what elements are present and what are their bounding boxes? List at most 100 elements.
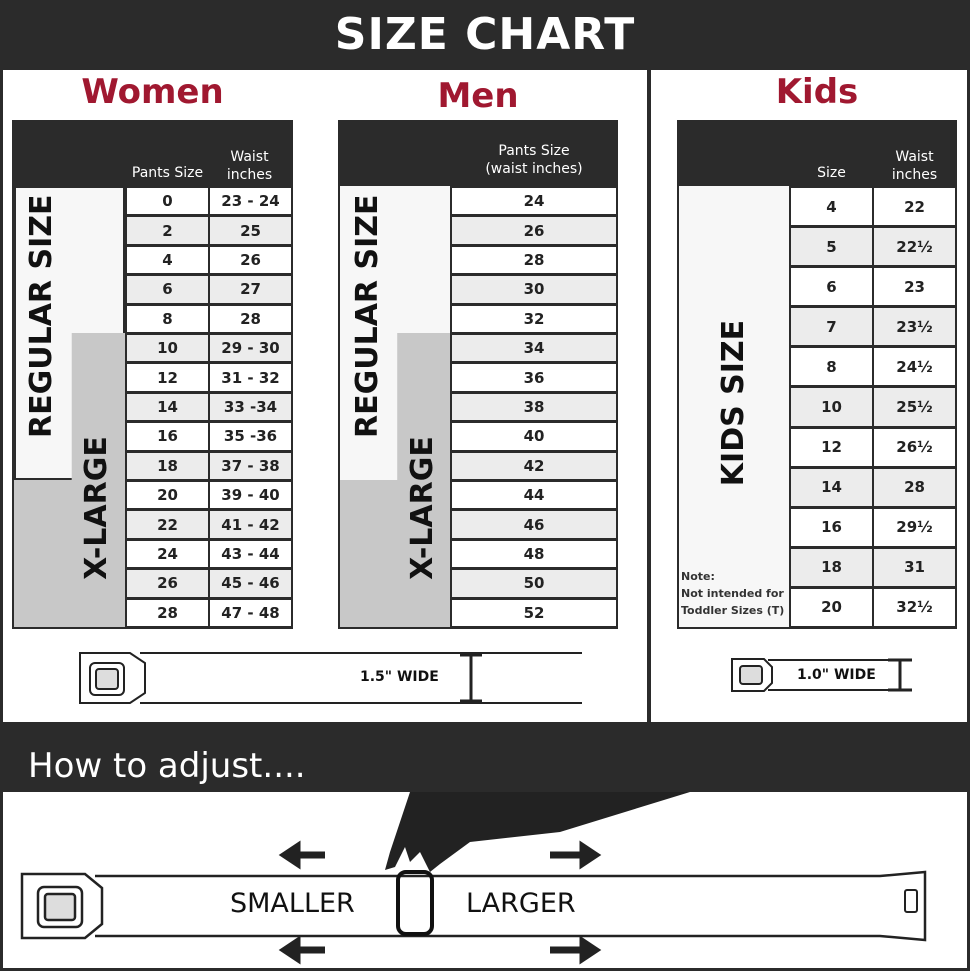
regular-size-label: REGULAR SIZE — [24, 194, 59, 438]
col-waist: Waist inches — [226, 149, 273, 183]
kids-region — [679, 186, 789, 627]
kids-size-cell: 8 — [791, 348, 872, 386]
divider — [647, 70, 651, 722]
kids-size-cell: 7 — [791, 308, 872, 346]
kids-waist-cell: 22½ — [874, 228, 955, 266]
smaller-label: SMALLER — [230, 888, 355, 919]
kids-table: Size Waist inches KIDS SIZE Note: Not in… — [677, 120, 957, 629]
men-size-cell: 28 — [452, 246, 616, 274]
col-pants-size: Pants Size — [131, 165, 204, 181]
women-waist-cell: 37 - 38 — [210, 452, 291, 479]
women-size-cell: 6 — [127, 276, 208, 303]
women-size-cell: 28 — [127, 599, 208, 626]
col-pants-size: Pants Size (waist inches) — [485, 143, 583, 177]
men-size-cell: 24 — [452, 188, 616, 215]
women-men-belt-width: 1.5" WIDE — [360, 669, 439, 685]
kids-size-cell: 20 — [791, 588, 872, 626]
women-waist-cell: 31 - 32 — [210, 364, 291, 391]
kids-size-cell: 12 — [791, 428, 872, 466]
women-table-header: Pants Size Waist inches — [12, 120, 293, 186]
adjust-frame — [0, 792, 970, 971]
men-size-cell: 46 — [452, 511, 616, 538]
kids-waist-cell: 28 — [874, 468, 955, 506]
men-size-cell: 36 — [452, 364, 616, 391]
women-waist-cell: 23 - 24 — [210, 188, 291, 215]
women-waist-cell: 45 - 46 — [210, 570, 291, 597]
kids-waist-cell: 25½ — [874, 388, 955, 426]
women-size-cell: 22 — [127, 511, 208, 538]
women-size-cell: 24 — [127, 540, 208, 568]
kids-waist-cell: 23 — [874, 268, 955, 306]
women-waist-cell: 39 - 40 — [210, 482, 291, 509]
how-to-adjust-heading: How to adjust.... — [0, 722, 970, 792]
women-size-cell: 0 — [127, 188, 208, 215]
belt-1-5-illustration — [79, 652, 582, 704]
men-size-cell: 30 — [452, 276, 616, 303]
women-waist-cell: 26 — [210, 246, 291, 274]
belt-1-0-illustration — [731, 658, 912, 692]
kids-waist-cell: 23½ — [874, 308, 955, 346]
larger-label: LARGER — [466, 888, 576, 919]
women-waist-cell: 25 — [210, 217, 291, 244]
women-heading: Women — [81, 72, 224, 112]
adjust-illustration — [20, 792, 927, 965]
women-size-cell: 16 — [127, 423, 208, 450]
kids-size-cell: 18 — [791, 548, 872, 586]
kids-size-cell: 5 — [791, 228, 872, 266]
col-size: Size — [817, 165, 846, 181]
kids-waist-cell: 31 — [874, 548, 955, 586]
x-large-label: X-LARGE — [405, 436, 440, 580]
kids-size-cell: 14 — [791, 468, 872, 506]
women-waist-cell: 47 - 48 — [210, 599, 291, 626]
kids-belt-width: 1.0" WIDE — [797, 667, 876, 683]
women-size-cell: 14 — [127, 393, 208, 421]
men-size-cell: 42 — [452, 452, 616, 479]
x-large-label: X-LARGE — [79, 436, 114, 580]
women-size-cell: 26 — [127, 570, 208, 597]
kids-size-label: KIDS SIZE — [716, 319, 751, 487]
women-waist-cell: 41 - 42 — [210, 511, 291, 538]
women-waist-cell: 28 — [210, 305, 291, 332]
kids-waist-cell: 32½ — [874, 588, 955, 626]
women-size-cell: 2 — [127, 217, 208, 244]
men-size-cell: 50 — [452, 570, 616, 597]
kids-size-cell: 10 — [791, 388, 872, 426]
kids-table-header: Size Waist inches — [677, 120, 957, 186]
women-size-cell: 20 — [127, 482, 208, 509]
men-size-cell: 48 — [452, 540, 616, 568]
kids-size-cell: 6 — [791, 268, 872, 306]
women-waist-cell: 33 -34 — [210, 393, 291, 421]
women-table: Pants Size Waist inches REGULAR SIZE X-L… — [12, 120, 293, 629]
kids-size-cell: 4 — [791, 188, 872, 226]
men-size-cell: 38 — [452, 393, 616, 421]
kids-heading: Kids — [775, 72, 859, 112]
women-size-cell: 12 — [127, 364, 208, 391]
women-size-cell: 4 — [127, 246, 208, 274]
men-size-cell: 34 — [452, 335, 616, 362]
kids-waist-cell: 29½ — [874, 508, 955, 546]
men-size-cell: 52 — [452, 599, 616, 626]
women-size-cell: 18 — [127, 452, 208, 479]
women-size-cell: 8 — [127, 305, 208, 332]
chart-frame — [0, 70, 970, 722]
toddler-note: Note: Not intended for Toddler Sizes (T) — [681, 570, 785, 617]
men-table: Pants Size (waist inches) REGULAR SIZE X… — [338, 120, 618, 629]
men-size-cell: 40 — [452, 423, 616, 450]
men-size-cell: 32 — [452, 305, 616, 332]
kids-size-cell: 16 — [791, 508, 872, 546]
women-waist-cell: 35 -36 — [210, 423, 291, 450]
kids-waist-cell: 26½ — [874, 428, 955, 466]
men-size-cell: 26 — [452, 217, 616, 244]
women-waist-cell: 43 - 44 — [210, 540, 291, 568]
men-heading: Men — [437, 76, 519, 116]
women-waist-cell: 27 — [210, 276, 291, 303]
men-table-header: Pants Size (waist inches) — [338, 120, 618, 186]
page-title: SIZE CHART — [0, 0, 970, 70]
kids-waist-cell: 24½ — [874, 348, 955, 386]
kids-waist-cell: 22 — [874, 188, 955, 226]
women-size-cell: 10 — [127, 335, 208, 362]
regular-size-label: REGULAR SIZE — [350, 194, 385, 438]
col-waist: Waist inches — [891, 149, 938, 183]
men-size-cell: 44 — [452, 482, 616, 509]
women-waist-cell: 29 - 30 — [210, 335, 291, 362]
